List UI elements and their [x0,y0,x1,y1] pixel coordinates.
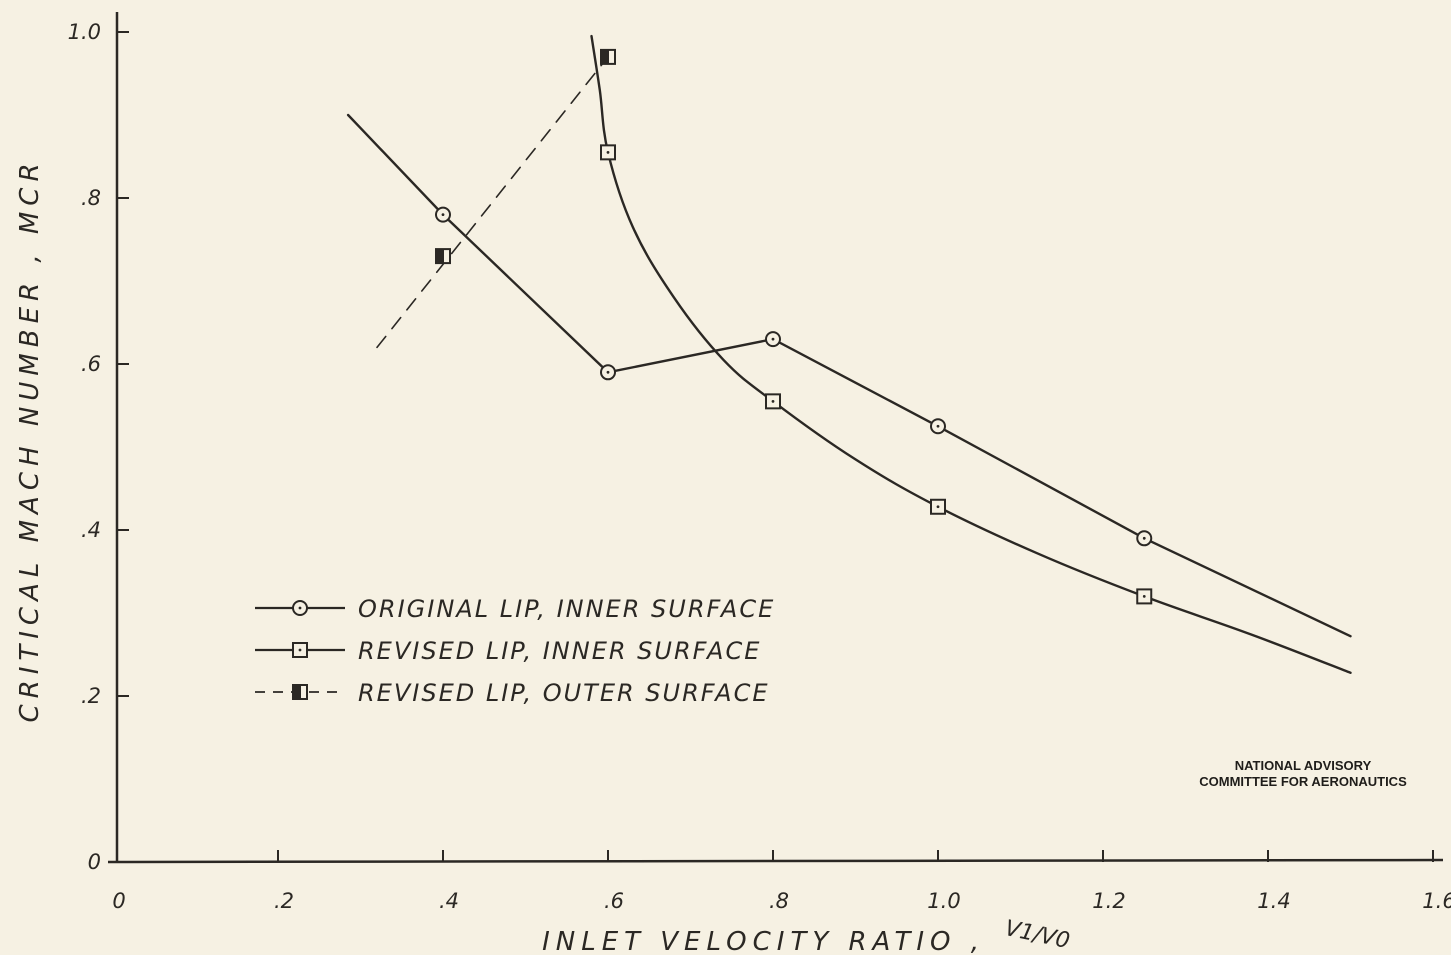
x-tick-label-5: 1.0 [927,889,960,913]
x-tick-label-1: .2 [274,889,294,913]
series-curves [346,34,1352,674]
y-tick-label-3: .6 [81,352,101,376]
y-ticks: 0 .2 .4 .6 .8 1.0 [68,20,129,874]
x-tick-label-2: .4 [439,889,459,913]
x-axis-line [107,858,1444,864]
x-tick-label-7: 1.4 [1257,889,1290,913]
y-tick-label-1: .2 [81,684,101,708]
legend-marker-2 [292,684,308,700]
y-tick-label-4: .8 [81,186,101,210]
series-0-point-1 [600,364,616,381]
series-1-point-1 [765,393,781,410]
series-0-point-0 [435,206,451,223]
y-axis-title: CRITICAL MACH NUMBER , MCR [15,157,45,722]
x-tick-label-0: 0 [112,889,125,913]
x-axis-symbol: V1/V0 [1003,916,1072,954]
series-1-point-0 [600,144,616,161]
series-markers [435,48,1153,605]
series-0-point-2 [765,331,781,348]
series-line-2 [376,56,609,349]
x-axis-title: INLET VELOCITY RATIO , [542,927,985,955]
legend: ORIGINAL LIP, INNER SURFACE REVISED LIP, … [255,595,775,707]
x-ticks: 0 .2 .4 .6 .8 1.0 1.2 1.4 1.6 [112,850,1451,913]
legend-marker-1 [292,642,308,658]
series-line-0 [346,113,1352,638]
x-tick-label-4: .8 [769,889,789,913]
series-2-point-0 [435,248,451,265]
axes [107,12,1444,864]
series-1-point-2 [930,498,946,515]
series-1-point-3 [1136,588,1153,605]
x-tick-label-6: 1.2 [1092,889,1125,913]
y-tick-label-0: 0 [88,850,101,874]
y-tick-label-2: .4 [81,518,101,542]
credit-line-2: COMMITTEE FOR AERONAUTICS [1199,774,1407,789]
series-0-point-4 [1136,530,1153,547]
series-2-point-1 [600,48,616,65]
series-line-1 [590,34,1352,674]
series-0-point-3 [930,418,946,435]
legend-label-1: REVISED LIP, INNER SURFACE [358,637,761,665]
legend-label-2: REVISED LIP, OUTER SURFACE [358,679,770,707]
x-tick-label-3: .6 [604,889,624,913]
credit-line-1: NATIONAL ADVISORY [1235,758,1372,773]
x-tick-label-8: 1.6 [1422,889,1451,913]
legend-marker-0 [292,600,308,616]
y-tick-label-5: 1.0 [68,20,101,44]
legend-label-0: ORIGINAL LIP, INNER SURFACE [358,595,775,623]
